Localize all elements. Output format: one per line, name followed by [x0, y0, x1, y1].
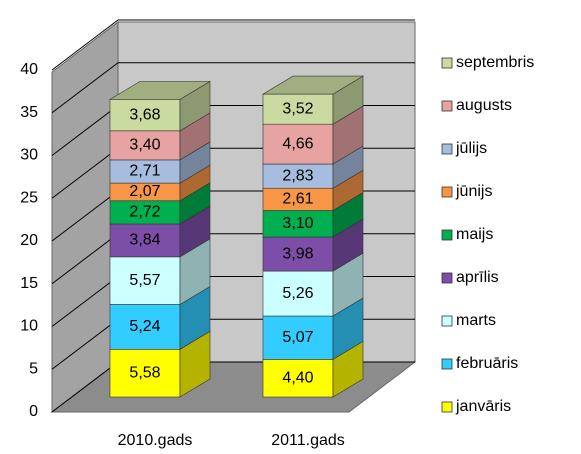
- bar-segment: [109, 256, 181, 305]
- data-label: 5,58: [129, 364, 160, 381]
- y-tick-label: 5: [29, 360, 38, 377]
- data-label: 2,72: [129, 204, 160, 221]
- x-tick-label: 2010.gads: [118, 432, 193, 449]
- bar-segment: [109, 99, 181, 132]
- legend-label: februāris: [456, 355, 518, 372]
- data-label: 5,24: [129, 318, 160, 335]
- bar-segment: [262, 123, 334, 165]
- bar-top: [108, 81, 212, 100]
- data-label: 4,40: [282, 369, 313, 386]
- y-tick-label: 30: [20, 147, 38, 164]
- side-wall: [51, 20, 119, 414]
- legend-swatch: [441, 315, 453, 327]
- bar-segment: [262, 236, 334, 272]
- legend-label: augusts: [456, 97, 512, 114]
- bar-segment: [109, 304, 181, 350]
- data-label: 3,98: [282, 245, 313, 262]
- bar-segment: [262, 359, 334, 398]
- legend-label: marts: [456, 312, 496, 329]
- data-label: 2,07: [129, 183, 160, 200]
- x-tick-label: 2011.gads: [271, 432, 345, 449]
- grid-line: [51, 190, 119, 242]
- bar-segment: [109, 130, 181, 161]
- legend-swatch: [441, 229, 453, 241]
- legend-swatch: [441, 143, 453, 155]
- legend-label: jūlijs: [455, 140, 487, 157]
- data-label: 2,83: [282, 167, 313, 184]
- bar-segment: [109, 223, 181, 258]
- y-tick-label: 35: [20, 104, 38, 121]
- grid-line: [51, 105, 119, 156]
- y-tick-label: 15: [20, 275, 38, 292]
- grid-line: [51, 147, 119, 199]
- data-label: 4,66: [282, 135, 313, 152]
- legend-swatch: [441, 186, 453, 198]
- grid-line: [51, 318, 119, 370]
- data-label: 5,07: [282, 329, 313, 346]
- data-label: 3,10: [282, 215, 313, 232]
- bar-segment: [262, 270, 334, 317]
- data-label: 3,52: [282, 100, 313, 117]
- y-tick-label: 40: [20, 61, 38, 78]
- grid-line: [51, 361, 119, 413]
- legend-label: aprīlis: [456, 269, 499, 286]
- y-tick-label: 20: [20, 232, 38, 249]
- y-tick-label: 0: [29, 403, 38, 420]
- data-label: 5,26: [282, 285, 313, 302]
- legend-swatch: [441, 272, 453, 284]
- grid-line: [51, 62, 119, 114]
- data-label: 2,71: [129, 163, 160, 180]
- legend-label: janvāris: [455, 398, 511, 415]
- grid-line: [51, 233, 119, 285]
- bar-segment: [262, 93, 334, 125]
- grid-line: [51, 19, 119, 71]
- data-label: 2,61: [282, 191, 313, 208]
- bar-segment: [109, 348, 181, 398]
- legend-label: maijs: [456, 226, 493, 243]
- legend-swatch: [441, 358, 453, 370]
- data-label: 5,57: [129, 272, 160, 289]
- legend-label: septembris: [456, 54, 534, 71]
- bar-top: [261, 75, 365, 95]
- data-label: 3,68: [129, 106, 160, 123]
- legend-label: jūnijs: [455, 183, 492, 200]
- y-tick-label: 10: [20, 318, 38, 335]
- legend-swatch: [441, 100, 453, 112]
- legend-swatch: [441, 57, 453, 69]
- grid-line: [51, 276, 119, 327]
- data-label: 3,84: [129, 232, 160, 249]
- legend-swatch: [441, 401, 453, 413]
- data-label: 3,40: [129, 137, 160, 154]
- y-tick-label: 25: [20, 189, 38, 206]
